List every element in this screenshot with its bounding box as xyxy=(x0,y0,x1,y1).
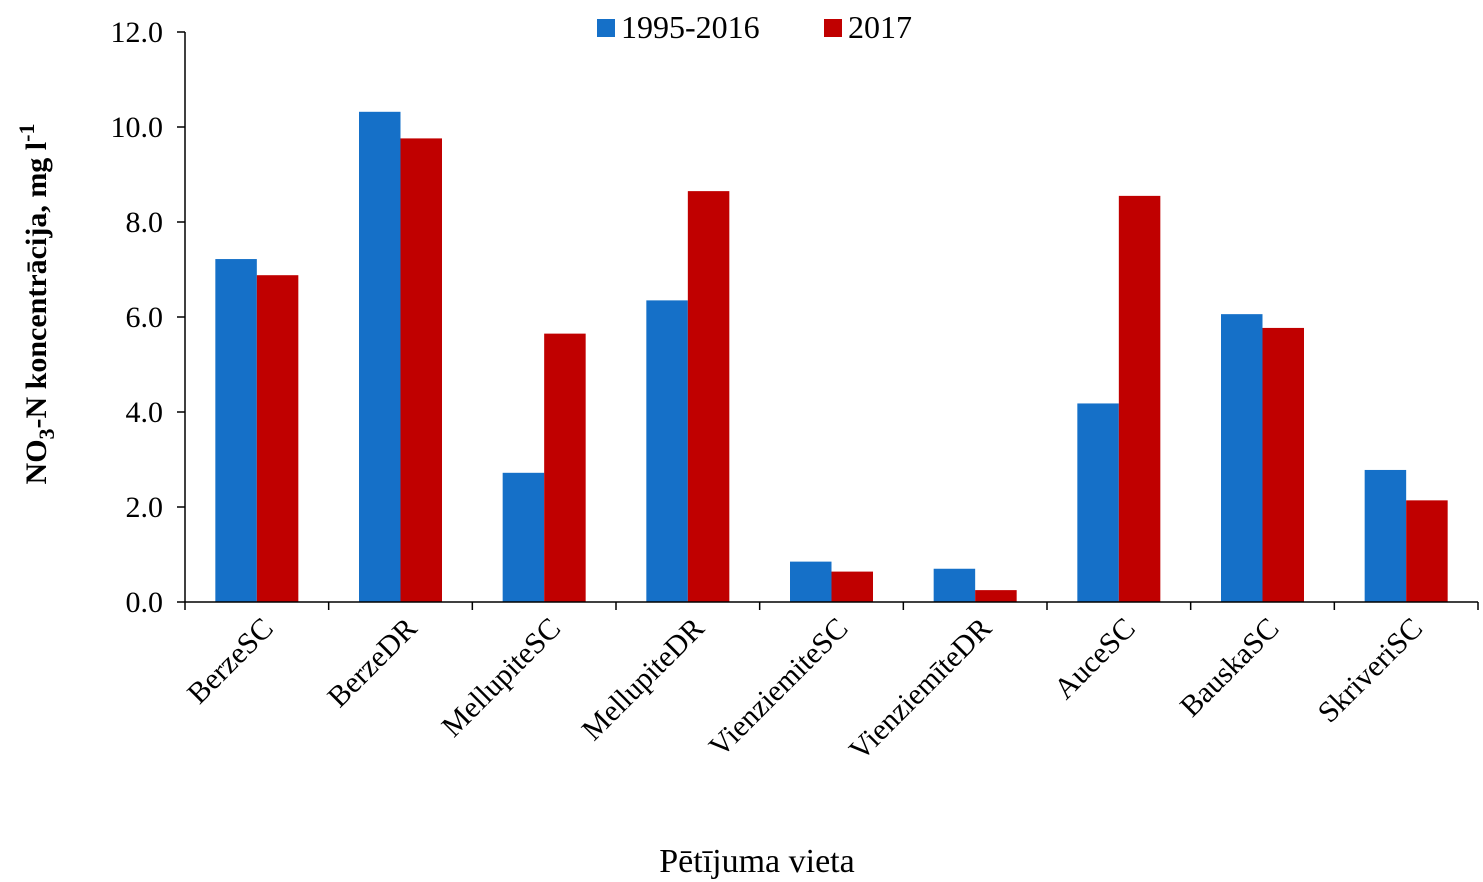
legend-label: 2017 xyxy=(848,9,912,45)
y-title-prefix: NO xyxy=(20,439,53,484)
y-axis-title: NO3-N koncentrācija, mg l-1 xyxy=(14,124,59,485)
x-category-label: VienziemiteSC xyxy=(703,612,855,764)
y-tick-label: 2.0 xyxy=(126,491,164,524)
y-tick-label: 8.0 xyxy=(126,206,164,239)
x-category-labels: BerzeSC BerzeDR MellupiteSC MellupiteDRVien… xyxy=(181,612,1429,767)
x-category-label: BauskaSC xyxy=(1174,612,1286,724)
y-title-middle: -N koncentrācija, mg l xyxy=(20,142,53,429)
bar-series1-BerzeDR xyxy=(359,111,401,603)
bar-series1-BerzeSC xyxy=(215,259,257,602)
legend-swatch xyxy=(597,19,615,37)
x-category-label: SkriveriSC xyxy=(1311,612,1429,730)
bars xyxy=(215,111,1448,603)
x-category-label: BerzeSC xyxy=(181,612,280,711)
bar-series2-AuceSC xyxy=(1118,195,1161,602)
x-axis-ticks xyxy=(184,602,1479,610)
bar-series2-MellupiteDR xyxy=(687,191,730,602)
x-category-label: VienziemīteDR xyxy=(843,612,998,767)
bar-series2-MellupiteSC xyxy=(544,333,586,602)
y-tick-label: 6.0 xyxy=(126,301,164,334)
x-category-label: MellupiteSC xyxy=(435,612,567,744)
bar-series2-SkriveriSC xyxy=(1406,500,1448,602)
legend-label: 1995-2016 xyxy=(621,9,760,45)
legend-swatch xyxy=(824,19,842,37)
x-category-label: AuceSC xyxy=(1048,612,1142,706)
y-title-subscript: 3 xyxy=(34,428,59,439)
y-tick-label: 10.0 xyxy=(111,111,164,144)
x-category-label: BerzeDR xyxy=(321,612,423,714)
bar-series2-BerzeDR xyxy=(400,138,442,602)
y-axis-ticks: 0.0 2.0 4.0 6.0 8.0 10.0 12.0 xyxy=(111,16,185,619)
y-tick-label: 4.0 xyxy=(126,396,164,429)
bar-series1-SkriveriSC xyxy=(1364,469,1407,602)
y-title-superscript: -1 xyxy=(14,124,39,142)
y-tick-label: 12.0 xyxy=(111,16,164,49)
bar-series1-BauskaSC xyxy=(1221,314,1263,602)
bar-series1-AuceSC xyxy=(1077,403,1119,602)
bar-series2-VienziemiteSC xyxy=(831,571,873,602)
x-axis-title: Pētījuma vieta xyxy=(659,843,854,880)
bar-series1-VienziemiteSC xyxy=(790,561,832,602)
bar-series1-VienziemīteDR xyxy=(933,568,976,602)
legend: 1995-2016 2017 xyxy=(597,9,912,45)
bar-series2-BerzeSC xyxy=(256,275,299,602)
bar-series1-MellupiteDR xyxy=(646,300,688,602)
bar-series1-MellupiteSC xyxy=(502,472,545,602)
y-tick-label: 0.0 xyxy=(126,586,164,619)
x-category-label: MellupiteDR xyxy=(575,612,710,747)
bar-series2-BauskaSC xyxy=(1262,327,1304,602)
bar-series2-VienziemīteDR xyxy=(975,590,1017,602)
